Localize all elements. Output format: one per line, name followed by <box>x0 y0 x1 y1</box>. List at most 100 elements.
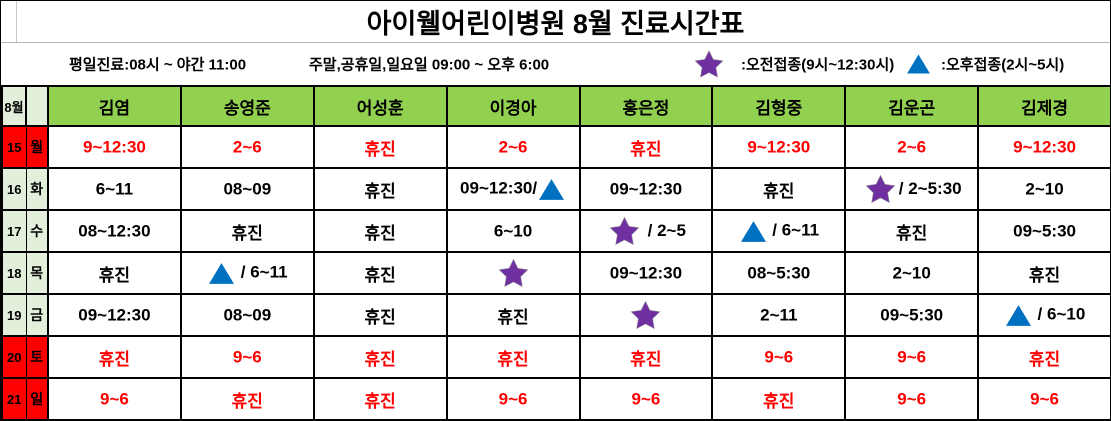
schedule-text: 휴진 <box>1028 349 1061 369</box>
schedule-text: 08~09 <box>223 305 272 325</box>
schedule-cell: / 2~5 <box>578 209 714 253</box>
day-of-week-cell: 일 <box>25 377 49 420</box>
schedule-text: 휴진 <box>1028 265 1061 285</box>
schedule-text: 6~10 <box>493 221 533 241</box>
schedule-cell: 9~6 <box>445 377 581 420</box>
schedule-text: 2~11 <box>760 305 798 325</box>
doctor-name: 송영준 <box>179 85 315 127</box>
date-cell: 19 <box>1 293 27 337</box>
schedule-cell: 휴진 <box>578 335 714 379</box>
schedule-text: 9~6 <box>100 389 129 409</box>
table-body: 15 월 9~12:30 2~6 휴진 2~6 휴진 9~12:30 2~6 9~12:30 16 화… <box>1 125 1110 420</box>
date-cell: 21 <box>1 377 27 420</box>
schedule-text: 2~6 <box>897 137 927 157</box>
table-row: 20 토 휴진 9~6 휴진 휴진 휴진 9~6 9~6 휴진 <box>1 335 1110 379</box>
schedule-cell: 09~12:30 <box>578 167 714 211</box>
schedule-cell: 휴진 <box>312 125 448 169</box>
schedule-text: / 6~11 <box>767 221 820 240</box>
schedule-cell: 휴진 <box>312 209 448 253</box>
title-left-gridline <box>16 1 17 42</box>
schedule-text: 08~5:30 <box>747 263 811 283</box>
schedule-text: 휴진 <box>896 223 928 243</box>
table-row: 15 월 9~12:30 2~6 휴진 2~6 휴진 9~12:30 2~6 9~12:30 <box>1 125 1110 169</box>
schedule-cell: 2~6 <box>844 125 980 169</box>
schedule-cell: 2~11 <box>711 293 847 337</box>
table-row: 16 화 6~11 08~09 휴진 09~12:30/09~12:30 휴진 / 2~5:3… <box>1 167 1110 211</box>
schedule-cell: 휴진 <box>312 293 448 337</box>
schedule-cell: 휴진 <box>711 167 847 211</box>
page-title: 아이웰어린이병원 8월 진료시간표 <box>366 9 745 39</box>
schedule-cell: 휴진 <box>179 377 315 420</box>
schedule-cell: 9~12:30 <box>977 125 1110 169</box>
schedule-cell: 09~12:30 <box>47 293 182 337</box>
schedule-cell: 6~11 <box>47 167 182 211</box>
date-cell: 17 <box>1 209 27 253</box>
schedule-cell: 9~12:30 <box>711 125 847 169</box>
afternoon-vaccination-triangle-icon <box>539 178 565 200</box>
schedule-cell: 9~6 <box>711 335 847 379</box>
schedule-text: 2~10 <box>892 263 931 283</box>
schedule-text: 2~10 <box>1025 179 1064 199</box>
afternoon-vaccination-triangle-icon <box>209 262 235 284</box>
schedule-cell: / 6~11 <box>179 251 315 295</box>
schedule-cell: 09~12:30 <box>578 251 714 295</box>
schedule-text: 휴진 <box>630 349 662 369</box>
schedule-cell <box>445 251 581 295</box>
schedule-text: 휴진 <box>364 307 396 327</box>
schedule-cell: 휴진 <box>312 251 448 295</box>
schedule-text: 6~11 <box>95 179 134 199</box>
schedule-cell: 2~10 <box>844 251 980 295</box>
schedule-cell: 2~10 <box>977 167 1110 211</box>
schedule-text: 2~6 <box>498 137 528 157</box>
schedule-cell <box>578 293 714 337</box>
schedule-cell: 08~5:30 <box>711 251 847 295</box>
schedule-text: 휴진 <box>497 349 529 369</box>
schedule-cell: 09~5:30 <box>844 293 980 337</box>
schedule-text: 휴진 <box>364 265 396 285</box>
hours-and-legend-row: 평일진료:08시 ~ 야간 11:00 주말,공휴일,일요일 09:00 ~ 오… <box>1 43 1110 85</box>
schedule-cell: 휴진 <box>711 377 847 420</box>
schedule-text: 9~6 <box>897 347 927 367</box>
date-cell: 15 <box>1 125 27 169</box>
afternoon-vaccination-triangle-icon <box>907 54 930 74</box>
schedule-text: 휴진 <box>231 391 263 411</box>
schedule-cell: 9~12:30 <box>47 125 182 169</box>
schedule-text: 08~09 <box>223 179 272 199</box>
morning-vaccination-star-icon <box>693 50 725 78</box>
doctor-name: 김형중 <box>711 85 847 127</box>
schedule-text: 09~12:30/ <box>460 179 538 198</box>
title-row: 아이웰어린이병원 8월 진료시간표 <box>1 1 1110 43</box>
schedule-text: / 2~5:30 <box>898 179 962 198</box>
weekday-hours-text: 평일진료:08시 ~ 야간 11:00 <box>69 56 247 74</box>
schedule-text: 휴진 <box>763 181 795 201</box>
day-of-week-cell: 수 <box>25 209 49 253</box>
schedule-text: 휴진 <box>98 349 131 369</box>
schedule-text: 휴진 <box>98 265 131 285</box>
morning-vaccination-star-icon <box>864 175 897 203</box>
table-header: 8월 김염 송영준 어성훈 이경아 홍은정 김형중 김운곤 김제경 <box>1 85 1110 127</box>
schedule-table: 8월 김염 송영준 어성훈 이경아 홍은정 김형중 김운곤 김제경 15 월 9~12:30 2~6 휴… <box>1 85 1110 420</box>
schedule-cell: / 2~5:30 <box>844 167 980 211</box>
month-label: 8월 <box>1 85 27 127</box>
date-cell: 20 <box>1 335 27 379</box>
schedule-text: 휴진 <box>364 223 396 243</box>
schedule-cell: 휴진 <box>844 209 980 253</box>
day-of-week-cell: 토 <box>25 335 49 379</box>
afternoon-vaccination-triangle-icon <box>740 220 766 242</box>
table-row: 19 금 09~12:30 08~09 휴진 휴진 2~11 09~5:30 / 6~10 <box>1 293 1110 337</box>
schedule-cell: 08~12:30 <box>47 209 182 253</box>
schedule-cell: 09~5:30 <box>977 209 1110 253</box>
schedule-text: 9~12:30 <box>747 137 811 157</box>
schedule-cell: 9~6 <box>844 377 980 420</box>
schedule-cell: / 6~11 <box>711 209 847 253</box>
schedule-text: 9~6 <box>498 389 528 409</box>
schedule-cell: 휴진 <box>47 335 182 379</box>
day-of-week-cell: 금 <box>25 293 49 337</box>
schedule-cell: / 6~10 <box>977 293 1110 337</box>
doctor-name: 김제경 <box>977 85 1110 127</box>
schedule-cell: 휴진 <box>445 293 581 337</box>
schedule-text: 2~6 <box>232 137 262 157</box>
table-row: 18 목 휴진 / 6~11 휴진 09~12:30 08~5:30 2~10 휴진 <box>1 251 1110 295</box>
schedule-cell: 휴진 <box>179 209 315 253</box>
